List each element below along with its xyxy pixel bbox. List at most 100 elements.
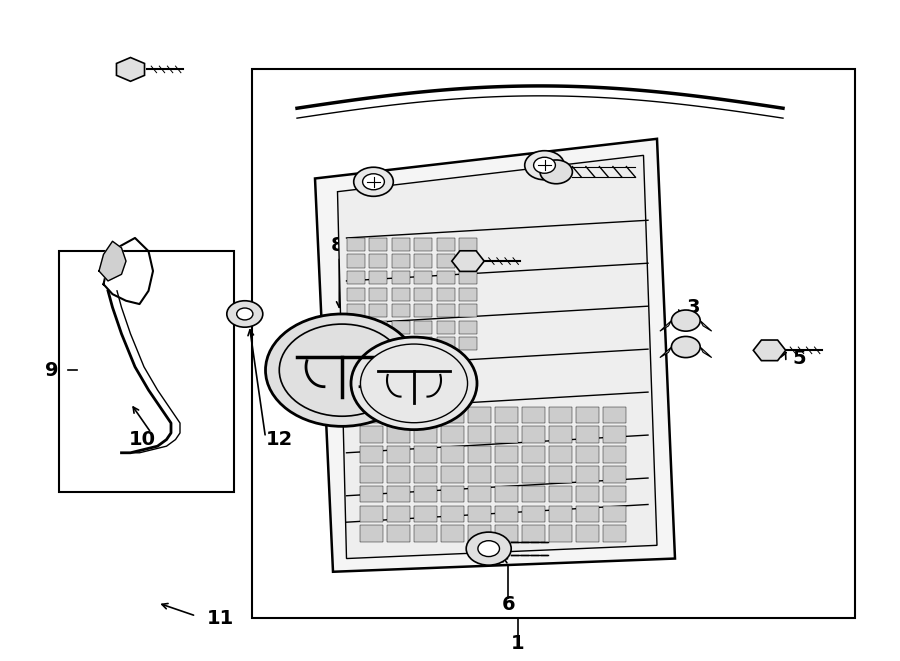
Bar [369, 288, 387, 301]
Text: 9: 9 [45, 361, 59, 379]
Bar [459, 238, 477, 251]
Bar [441, 506, 464, 522]
Bar [495, 506, 518, 522]
Bar [549, 506, 572, 522]
Bar [414, 337, 432, 350]
Bar [414, 304, 432, 317]
Bar [414, 446, 436, 463]
Circle shape [360, 344, 468, 423]
Text: 10: 10 [129, 430, 156, 449]
Circle shape [266, 314, 418, 426]
Circle shape [478, 541, 500, 557]
Bar [387, 525, 410, 542]
Bar [468, 506, 490, 522]
Bar [495, 525, 518, 542]
Bar [360, 466, 382, 483]
Circle shape [466, 532, 511, 565]
Text: 2: 2 [591, 404, 606, 422]
Bar [360, 525, 382, 542]
Bar [495, 426, 518, 443]
Bar [414, 321, 432, 334]
Bar [603, 426, 625, 443]
Bar [603, 446, 625, 463]
Bar [387, 446, 410, 463]
Bar [346, 288, 364, 301]
Bar [576, 525, 598, 542]
Bar [392, 321, 410, 334]
Bar [603, 506, 625, 522]
Bar [346, 337, 364, 350]
Circle shape [525, 151, 564, 180]
Bar [576, 426, 598, 443]
Bar [522, 466, 544, 483]
Bar [468, 426, 490, 443]
Bar [468, 407, 490, 423]
Text: 1: 1 [510, 635, 525, 653]
Bar [495, 486, 518, 502]
Bar [576, 506, 598, 522]
Polygon shape [116, 58, 145, 81]
Bar [459, 304, 477, 317]
Bar [414, 466, 436, 483]
Bar [459, 288, 477, 301]
Bar [441, 407, 464, 423]
Bar [346, 304, 364, 317]
Bar [369, 304, 387, 317]
Bar [414, 506, 436, 522]
Bar [436, 271, 454, 284]
Bar [436, 321, 454, 334]
Bar [468, 525, 490, 542]
Bar [441, 426, 464, 443]
Text: 4: 4 [474, 245, 489, 264]
Bar [346, 321, 364, 334]
Bar [495, 407, 518, 423]
Bar [392, 238, 410, 251]
Circle shape [363, 174, 384, 190]
Bar [468, 446, 490, 463]
Bar [369, 271, 387, 284]
Bar [549, 407, 572, 423]
Bar [369, 238, 387, 251]
Circle shape [237, 308, 253, 320]
Bar [392, 254, 410, 268]
Bar [459, 337, 477, 350]
Text: 12: 12 [266, 430, 292, 449]
Text: 6: 6 [501, 596, 516, 614]
Polygon shape [660, 347, 671, 358]
Bar [441, 486, 464, 502]
Bar [522, 486, 544, 502]
Bar [387, 407, 410, 423]
Circle shape [671, 336, 700, 358]
Bar [369, 337, 387, 350]
Bar [346, 254, 364, 268]
Text: 11: 11 [207, 609, 234, 627]
Bar [441, 525, 464, 542]
Bar [522, 407, 544, 423]
Text: 3: 3 [686, 298, 700, 317]
Polygon shape [753, 340, 786, 361]
Bar [549, 446, 572, 463]
Bar [603, 407, 625, 423]
Polygon shape [315, 139, 675, 572]
Bar [387, 426, 410, 443]
Bar [252, 69, 855, 618]
Bar [549, 486, 572, 502]
Bar [441, 466, 464, 483]
Bar [459, 271, 477, 284]
Bar [549, 426, 572, 443]
Bar [346, 238, 364, 251]
Bar [392, 304, 410, 317]
Bar [387, 506, 410, 522]
Bar [360, 506, 382, 522]
Bar [436, 288, 454, 301]
Circle shape [534, 157, 555, 173]
Text: 5: 5 [792, 349, 806, 368]
Circle shape [540, 160, 572, 184]
Polygon shape [660, 321, 671, 331]
Polygon shape [338, 155, 657, 559]
Bar [369, 254, 387, 268]
Polygon shape [700, 321, 712, 331]
Bar [603, 466, 625, 483]
Text: 8: 8 [330, 237, 345, 255]
Bar [414, 486, 436, 502]
